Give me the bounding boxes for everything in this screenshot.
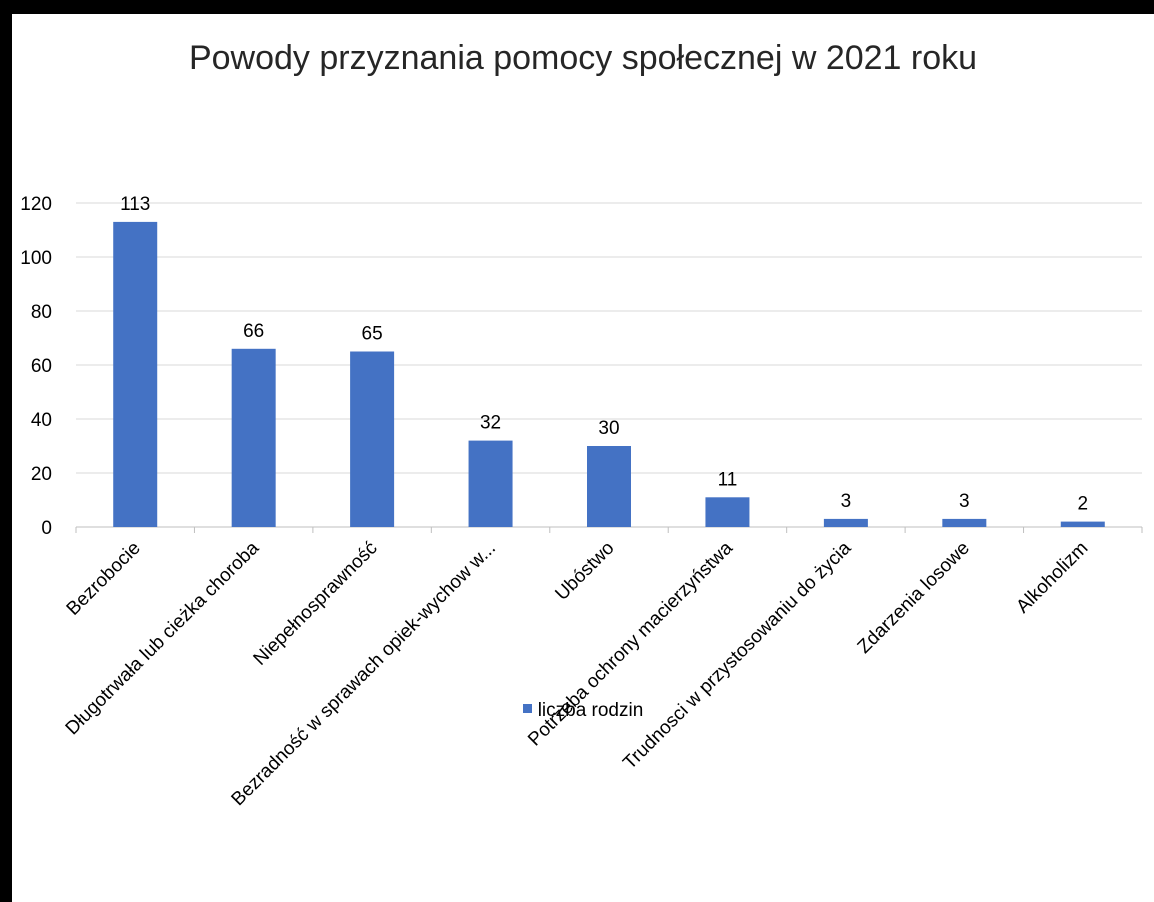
data-label: 2 bbox=[1077, 494, 1088, 515]
bar bbox=[823, 518, 868, 527]
category-label: Bezrobocie bbox=[63, 538, 145, 620]
category-label: Trudnosci w przystosowaniu do życia bbox=[619, 537, 855, 773]
y-tick-label: 60 bbox=[31, 356, 52, 377]
bars bbox=[113, 221, 1105, 527]
category-label: Bezradność w sprawach opiek-wychow w... bbox=[228, 538, 500, 810]
y-tick-label: 20 bbox=[31, 464, 52, 485]
y-tick-label: 0 bbox=[41, 518, 52, 539]
data-label: 3 bbox=[959, 491, 970, 512]
data-label: 32 bbox=[480, 413, 501, 434]
category-label: Ubóstwo bbox=[551, 538, 618, 605]
legend-label: liczba rodzin bbox=[537, 700, 644, 721]
y-tick-label: 80 bbox=[31, 302, 52, 323]
bar bbox=[942, 518, 987, 527]
y-tick-label: 100 bbox=[20, 248, 52, 269]
bar bbox=[350, 351, 395, 527]
category-label: Zdarzenia losowe bbox=[854, 538, 974, 658]
data-label: 3 bbox=[841, 491, 852, 512]
bar bbox=[231, 348, 276, 527]
chart-title: Powody przyznania pomocy społecznej w 20… bbox=[188, 39, 978, 77]
data-label: 65 bbox=[362, 324, 383, 345]
axis: 0 20 40 60 80 100 120 bbox=[20, 194, 1143, 539]
y-tick-label: 120 bbox=[20, 194, 52, 215]
category-label: Alkoholizm bbox=[1012, 538, 1092, 618]
bar bbox=[468, 440, 513, 527]
bar bbox=[113, 221, 158, 527]
data-label: 30 bbox=[598, 418, 619, 439]
category-label: Niepełnosprawność bbox=[250, 538, 382, 670]
bar bbox=[587, 446, 631, 527]
chart-area: Powody przyznania pomocy społecznej w 20… bbox=[12, 14, 1154, 902]
bar bbox=[705, 497, 750, 527]
data-label: 113 bbox=[120, 194, 150, 215]
data-label: 66 bbox=[243, 321, 264, 342]
bar bbox=[1060, 521, 1105, 527]
data-label: 11 bbox=[718, 469, 738, 490]
y-tick-label: 40 bbox=[31, 410, 52, 431]
legend: liczba rodzin bbox=[12, 700, 1154, 722]
legend-swatch bbox=[522, 704, 532, 714]
